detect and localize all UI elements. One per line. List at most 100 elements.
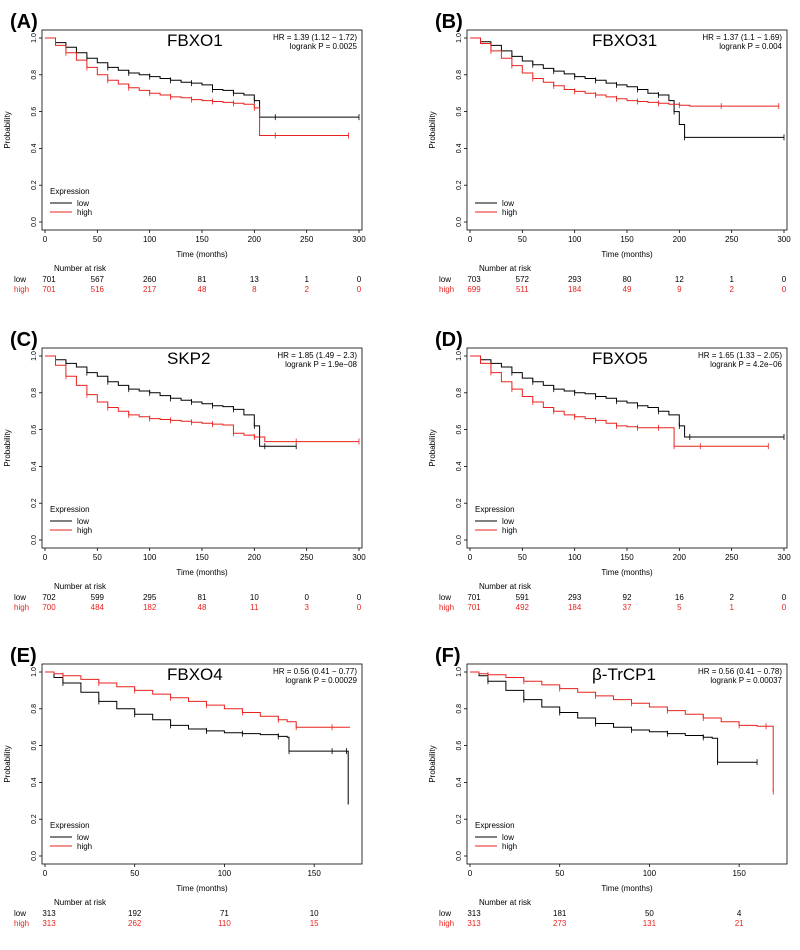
y-tick-label: 0.2 [456, 180, 463, 190]
risk-row-label-low: low [14, 593, 26, 602]
survival-curve-high [45, 37, 349, 136]
legend-label-low: low [502, 199, 514, 208]
risk-count-low: 16 [675, 593, 684, 602]
risk-count-low: 2 [729, 593, 734, 602]
plot-frame [466, 29, 788, 231]
risk-count-low: 10 [250, 593, 259, 602]
risk-table-title: Number at risk [54, 898, 107, 907]
y-tick-label: 0.2 [31, 180, 38, 190]
x-tick-label: 100 [568, 235, 582, 244]
hazard-ratio: HR = 1.85 (1.49 − 2.3) [277, 351, 357, 360]
plot-frame [41, 663, 363, 865]
km-panel: (C) SKP2 HR = 1.85 (1.49 − 2.3)logrank P =… [3, 329, 366, 612]
x-tick-label: 300 [352, 235, 366, 244]
y-axis-label: Probability [3, 745, 12, 782]
x-tick-label: 100 [568, 553, 582, 562]
gene-title: FBXO31 [592, 31, 657, 50]
y-axis-label: Probability [3, 111, 12, 148]
risk-count-low: 313 [467, 909, 481, 918]
risk-count-low: 572 [516, 275, 530, 284]
x-tick-label: 250 [725, 235, 739, 244]
risk-count-low: 591 [516, 593, 530, 602]
hazard-ratio: HR = 1.65 (1.33 − 2.05) [698, 351, 782, 360]
panel-label: (B) [435, 11, 463, 33]
x-tick-label: 0 [468, 869, 473, 878]
risk-count-high: 8 [252, 285, 257, 294]
panel-label: (A) [10, 11, 38, 33]
risk-row-label-low: low [439, 275, 451, 284]
risk-count-high: 516 [91, 285, 105, 294]
legend-label-low: low [77, 517, 89, 526]
risk-count-low: 81 [198, 593, 207, 602]
y-tick-label: 0.2 [456, 498, 463, 508]
y-tick-label: 0.8 [31, 388, 38, 398]
gene-title: FBXO1 [167, 31, 223, 50]
hazard-ratio: HR = 0.56 (0.41 − 0.78) [698, 667, 782, 676]
x-tick-label: 150 [195, 553, 209, 562]
y-tick-label: 0.2 [31, 498, 38, 508]
risk-count-low: 293 [568, 593, 582, 602]
survival-curve-high [45, 671, 350, 728]
x-tick-label: 150 [732, 869, 746, 878]
risk-count-high: 2 [304, 285, 309, 294]
survival-curve-low [470, 671, 758, 763]
risk-count-high: 37 [623, 603, 632, 612]
risk-table-title: Number at risk [54, 264, 107, 273]
risk-count-high: 131 [643, 919, 657, 928]
y-tick-label: 0.4 [456, 143, 463, 153]
risk-count-high: 48 [198, 285, 207, 294]
gene-title: SKP2 [167, 349, 210, 368]
risk-row-label-high: high [14, 603, 29, 612]
x-tick-label: 150 [620, 553, 634, 562]
x-tick-label: 50 [518, 235, 527, 244]
legend-label-high: high [502, 526, 517, 535]
risk-row-label-low: low [439, 593, 451, 602]
risk-count-high: 492 [516, 603, 530, 612]
risk-row-label-high: high [439, 285, 454, 294]
x-tick-label: 200 [248, 553, 262, 562]
x-tick-label: 300 [352, 553, 366, 562]
y-tick-label: 0.4 [31, 777, 38, 787]
x-tick-label: 150 [307, 869, 321, 878]
x-tick-label: 250 [300, 235, 314, 244]
x-tick-label: 200 [673, 235, 687, 244]
y-tick-label: 0.4 [456, 777, 463, 787]
x-axis-label: Time (months) [176, 568, 228, 577]
y-tick-label: 1.0 [456, 351, 463, 361]
x-axis-label: Time (months) [601, 884, 653, 893]
km-panel: (A) FBXO1 HR = 1.39 (1.12 − 1.72)logrank P… [3, 11, 366, 294]
y-tick-label: 0.0 [456, 217, 463, 227]
y-tick-label: 0.8 [31, 70, 38, 80]
y-tick-label: 1.0 [456, 667, 463, 677]
y-tick-label: 0.4 [456, 461, 463, 471]
gene-title: FBXO4 [167, 665, 223, 684]
x-tick-label: 0 [468, 235, 473, 244]
hazard-ratio: HR = 0.56 (0.41 − 0.77) [273, 667, 357, 676]
logrank-p: logrank P = 1.9e−08 [285, 360, 357, 369]
risk-count-high: 313 [467, 919, 481, 928]
y-tick-label: 1.0 [456, 33, 463, 43]
x-tick-label: 0 [43, 553, 48, 562]
y-tick-label: 0.6 [31, 425, 38, 435]
hazard-ratio: HR = 1.37 (1.1 − 1.69) [702, 33, 782, 42]
y-tick-label: 0.6 [31, 107, 38, 117]
y-tick-label: 0.2 [31, 814, 38, 824]
risk-count-high: 1 [729, 603, 734, 612]
x-tick-label: 50 [518, 553, 527, 562]
risk-count-high: 21 [735, 919, 744, 928]
risk-count-high: 701 [42, 285, 56, 294]
x-tick-label: 200 [673, 553, 687, 562]
legend-label-high: high [502, 842, 517, 851]
x-tick-label: 0 [468, 553, 473, 562]
risk-row-label-high: high [439, 919, 454, 928]
risk-count-low: 192 [128, 909, 142, 918]
legend-title: Expression [50, 821, 90, 830]
x-tick-label: 300 [777, 235, 791, 244]
x-tick-label: 50 [555, 869, 564, 878]
x-tick-label: 250 [300, 553, 314, 562]
risk-count-low: 12 [675, 275, 684, 284]
legend-label-high: high [77, 208, 92, 217]
risk-count-low: 81 [198, 275, 207, 284]
risk-count-high: 15 [310, 919, 319, 928]
